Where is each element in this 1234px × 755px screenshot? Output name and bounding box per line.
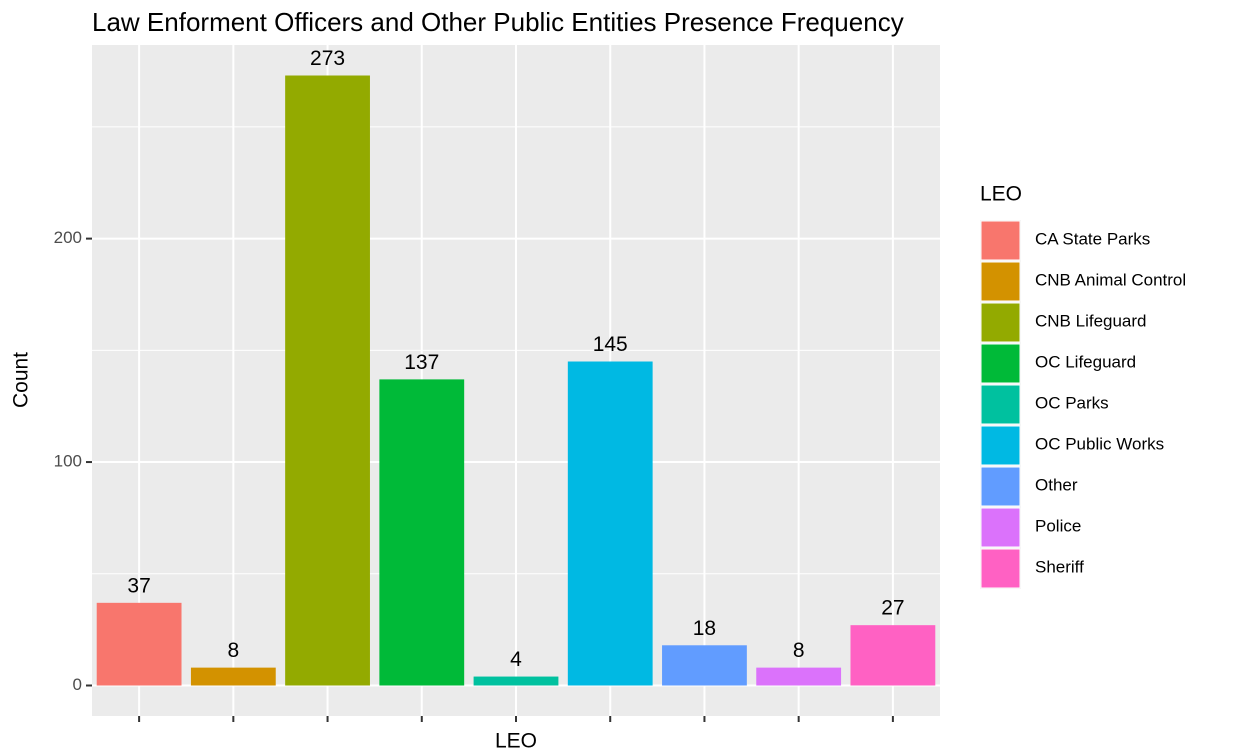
value-label: 18 — [693, 617, 716, 640]
chart-title: Law Enforment Officers and Other Public … — [92, 7, 904, 37]
legend-label: CNB Lifeguard — [1035, 311, 1147, 330]
legend-swatch — [980, 343, 1021, 384]
bar — [285, 75, 370, 686]
bar — [756, 667, 842, 686]
y-tick-label: 0 — [73, 675, 82, 694]
legend-swatch — [980, 507, 1021, 548]
value-label: 27 — [881, 597, 904, 620]
value-label: 8 — [793, 639, 805, 662]
x-axis-label: LEO — [495, 730, 537, 753]
bar — [379, 379, 465, 686]
legend-swatch — [980, 425, 1021, 466]
value-label: 137 — [404, 351, 439, 374]
value-label: 4 — [510, 648, 522, 671]
legend-label: Police — [1035, 516, 1081, 535]
bar — [662, 645, 747, 686]
legend-label: OC Lifeguard — [1035, 352, 1136, 371]
marks — [96, 75, 936, 686]
value-label: 273 — [310, 47, 345, 70]
legend-label: CA State Parks — [1035, 229, 1150, 248]
y-tick-label: 100 — [54, 452, 82, 471]
bar — [96, 602, 182, 686]
legend-swatch — [980, 548, 1021, 589]
bar — [190, 667, 276, 686]
legend-label: Other — [1035, 475, 1078, 494]
legend-swatch — [980, 384, 1021, 425]
legend-label: CNB Animal Control — [1035, 270, 1186, 289]
legend-label: Sheriff — [1035, 557, 1084, 576]
legend-title: LEO — [980, 183, 1022, 206]
bar — [567, 361, 653, 686]
legend-swatch — [980, 466, 1021, 507]
bar — [850, 625, 936, 686]
value-label: 8 — [227, 639, 239, 662]
value-label: 145 — [593, 333, 628, 356]
legend-label: OC Public Works — [1035, 434, 1164, 453]
y-axis-label: Count — [10, 352, 33, 408]
y-tick-label: 200 — [54, 228, 82, 247]
legend-swatch — [980, 220, 1021, 261]
bar — [473, 676, 559, 686]
legend-label: OC Parks — [1035, 393, 1109, 412]
legend-swatch — [980, 261, 1021, 302]
value-label: 37 — [127, 574, 150, 597]
legend-swatch — [980, 302, 1021, 343]
